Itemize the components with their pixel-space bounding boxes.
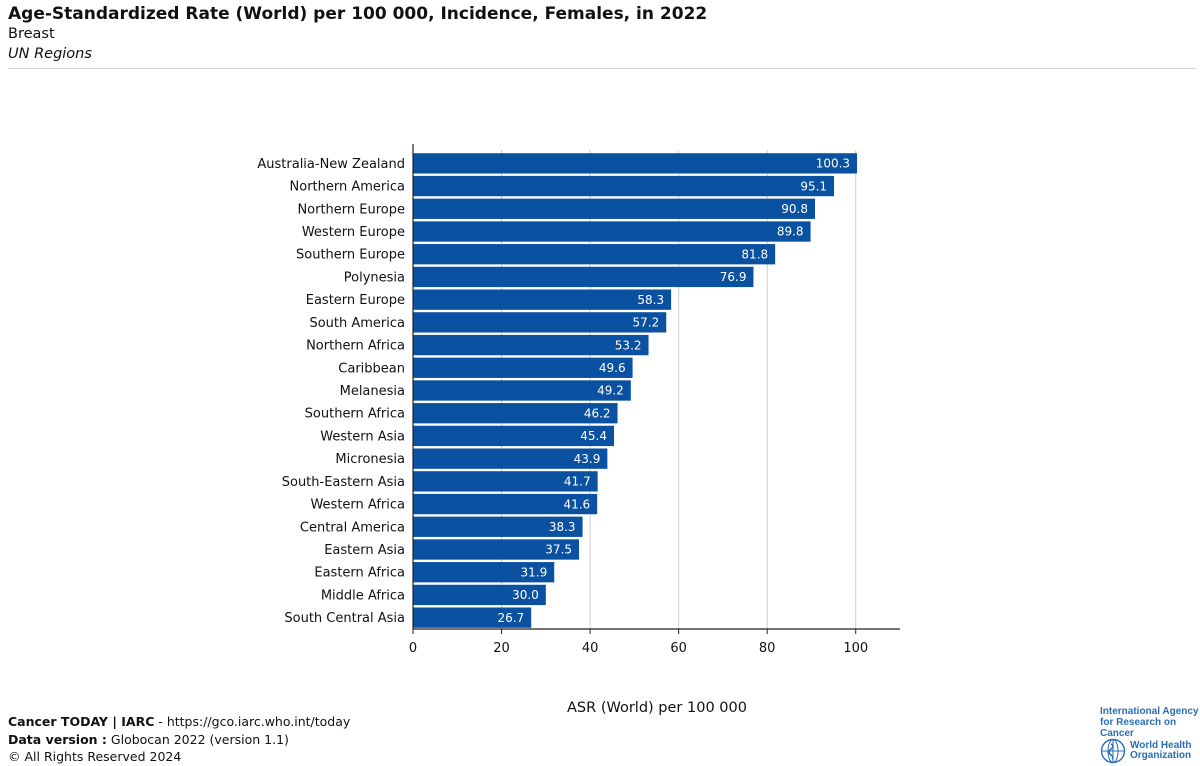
bar-value-label: 89.8 [777,225,804,239]
category-label: Australia-New Zealand [257,157,405,172]
x-tick-label: 20 [493,641,510,656]
iarc-logo-line1: International Agency [1100,706,1199,717]
bar [413,221,811,242]
bar-value-label: 45.4 [580,429,607,443]
bar-value-label: 26.7 [497,611,524,625]
x-tick-label: 40 [582,641,599,656]
bar [413,357,633,378]
bar [413,584,546,606]
bar [413,493,598,515]
bar [413,175,835,197]
header-divider [8,68,1196,69]
bar-value-label: 57.2 [633,316,660,330]
logos: International Agency for Research on Can… [1100,706,1200,764]
bar-value-label: 95.1 [800,179,827,193]
category-label: South Central Asia [284,611,405,626]
bar-value-label: 30.0 [512,588,539,602]
footer-brand: Cancer TODAY | IARC [8,714,155,729]
bar-value-label: 100.3 [816,157,850,171]
x-tick-label: 0 [409,641,417,656]
footer-source: Cancer TODAY | IARC - https://gco.iarc.w… [8,713,350,731]
bar-value-label: 90.8 [781,202,808,216]
chart-header: Age-Standardized Rate (World) per 100 00… [8,3,1196,64]
bar-value-label: 76.9 [720,270,747,284]
x-tick-label: 100 [843,641,868,656]
category-label: Eastern Africa [314,566,405,581]
category-label: Northern Europe [297,202,405,217]
footer-data-version: Data version : Globocan 2022 (version 1.… [8,731,350,749]
bar-value-label: 46.2 [584,406,611,420]
bar-value-label: 41.7 [564,475,591,489]
x-tick-label: 60 [670,641,687,656]
who-logo-line2: Organization [1130,750,1192,761]
bar [413,380,631,401]
category-label: Southern Europe [296,248,405,263]
bar [413,244,776,265]
category-label: Eastern Asia [324,543,405,558]
bar [413,607,532,628]
category-label: Central America [300,520,405,535]
footer-copyright: © All Rights Reserved 2024 [8,749,182,764]
category-label: Polynesia [344,270,405,285]
category-label: Caribbean [338,361,405,376]
bar-value-label: 31.9 [521,565,548,579]
bar [413,312,667,333]
data-version-label: Data version : [8,731,107,747]
bar [413,334,649,356]
who-logo-line1: World Health [1130,739,1192,751]
category-label: Middle Africa [321,588,405,603]
who-logo: World Health Organization [1100,738,1191,764]
bar [413,539,580,560]
iarc-logo: International Agency for Research on Can… [1100,706,1200,739]
bar [413,266,754,288]
category-label: Southern Africa [305,407,405,422]
x-tick-label: 80 [759,641,776,656]
category-label: Western Asia [320,429,405,444]
category-label: Northern America [290,180,405,195]
who-logo-text: World Health Organization [1130,739,1192,762]
bar [413,403,618,424]
bar [413,153,858,174]
category-label: Melanesia [340,384,405,399]
chart-title: Age-Standardized Rate (World) per 100 00… [8,4,708,24]
bar-value-label: 38.3 [549,520,576,534]
bar [413,562,555,583]
footer: Cancer TODAY | IARC - https://gco.iarc.w… [8,713,350,766]
who-emblem-icon [1100,738,1126,764]
bar-value-label: 37.5 [545,543,572,557]
bar [413,425,614,447]
region-grouping-label: UN Regions [8,46,92,62]
bar-value-label: 53.2 [615,338,642,352]
bar-value-label: 49.2 [597,384,624,398]
x-axis-title: ASR (World) per 100 000 [567,700,747,716]
footer-url[interactable]: - https://gco.iarc.who.int/today [154,714,351,729]
data-version-value: Globocan 2022 (version 1.1) [106,731,289,747]
bar [413,471,598,492]
bar-value-label: 58.3 [637,293,664,307]
category-label: Eastern Europe [306,293,405,308]
category-label: Micronesia [335,452,405,467]
bar [413,516,583,537]
category-label: Western Europe [302,225,405,240]
bar [413,198,815,219]
bar-value-label: 41.6 [563,497,590,511]
category-label: South America [309,316,405,331]
category-label: Northern Africa [306,339,405,354]
bar-value-label: 49.6 [599,361,626,375]
bar-value-label: 43.9 [574,452,601,466]
bar-value-label: 81.8 [741,247,768,261]
cancer-site-label: Breast [8,26,55,42]
category-label: Western Africa [310,498,405,513]
iarc-logo-line2: for Research on Cancer [1100,717,1177,739]
bar [413,289,672,310]
category-label: South-Eastern Asia [282,475,405,490]
bar [413,448,608,469]
